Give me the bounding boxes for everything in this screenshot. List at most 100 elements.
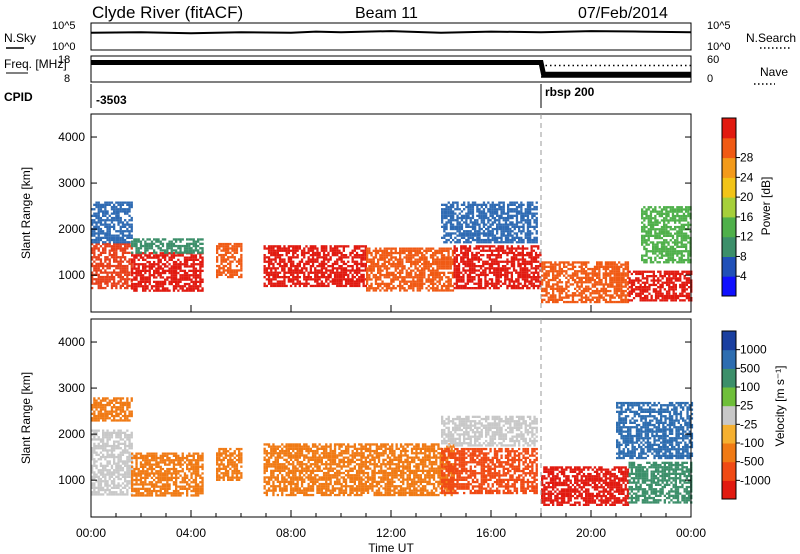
- heatmap-cell: [667, 234, 670, 237]
- heatmap-cell: [524, 214, 527, 217]
- heatmap-cell: [377, 251, 380, 255]
- heatmap-cell: [110, 212, 114, 215]
- heatmap-cell: [667, 243, 670, 246]
- heatmap-cell: [463, 214, 466, 217]
- heatmap-cell: [504, 249, 507, 252]
- heatmap-cell: [93, 221, 96, 224]
- heatmap-cell: [374, 287, 378, 290]
- heatmap-cell: [95, 480, 98, 483]
- heatmap-cell: [618, 289, 621, 293]
- heatmap-cell: [495, 287, 498, 290]
- heatmap-cell: [150, 244, 154, 248]
- heatmap-cell: [351, 256, 354, 259]
- heatmap-cell: [276, 271, 279, 274]
- heatmap-cell: [307, 260, 310, 263]
- heatmap-cell: [687, 225, 690, 229]
- heatmap-cell: [146, 254, 149, 257]
- heatmap-cell: [201, 251, 204, 254]
- heatmap-cell: [190, 285, 193, 288]
- heatmap-cell: [580, 270, 583, 273]
- heatmap-cell: [637, 279, 640, 282]
- heatmap-cell: [526, 227, 530, 231]
- heatmap-cell: [227, 262, 230, 265]
- heatmap-cell: [281, 265, 284, 268]
- heatmap-cell: [396, 258, 400, 261]
- heatmap-cell: [660, 250, 664, 253]
- heatmap-cell: [620, 294, 623, 297]
- heatmap-cell: [283, 262, 286, 266]
- heatmap-cell: [106, 267, 109, 270]
- heatmap-cell: [240, 260, 243, 263]
- heatmap-cell: [482, 230, 486, 233]
- heatmap-cell: [654, 275, 658, 278]
- heatmap-cell: [270, 258, 273, 261]
- heatmap-cell: [674, 219, 677, 222]
- heatmap-cell: [512, 256, 516, 259]
- heatmap-cell: [488, 269, 491, 272]
- heatmap-cell: [648, 299, 651, 302]
- heatmap-cell: [517, 276, 520, 279]
- heatmap-cell: [635, 286, 638, 289]
- heatmap-cell: [475, 287, 478, 290]
- heatmap-cell: [674, 250, 677, 253]
- heatmap-cell: [303, 276, 306, 279]
- heatmap-cell: [529, 232, 532, 235]
- heatmap-cell: [325, 276, 328, 279]
- heatmap-cell: [353, 254, 356, 257]
- heatmap-cell: [305, 280, 308, 283]
- heatmap-cell: [320, 260, 323, 263]
- heatmap-cell: [447, 212, 450, 215]
- heatmap-cell: [159, 254, 162, 257]
- heatmap-cell: [613, 270, 616, 273]
- heatmap-cell: [104, 236, 107, 239]
- heatmap-cell: [194, 256, 198, 259]
- heatmap-cell: [504, 271, 507, 274]
- heatmap-cell: [336, 276, 339, 279]
- heatmap-cell: [159, 282, 162, 286]
- heatmap-cell: [445, 208, 448, 211]
- heatmap-cell: [456, 225, 459, 228]
- heatmap-cell: [303, 278, 306, 281]
- heatmap-cell: [585, 300, 588, 304]
- heatmap-cell: [285, 262, 288, 266]
- heatmap-cell: [353, 284, 356, 288]
- colorbar-swatch-3: [722, 216, 736, 238]
- heatmap-cell: [545, 294, 548, 297]
- heatmap-cell: [418, 282, 422, 285]
- heatmap-cell: [183, 263, 187, 266]
- heatmap-cell: [456, 214, 459, 217]
- heatmap-cell: [97, 212, 100, 215]
- heatmap-cell: [615, 289, 619, 293]
- heatmap-cell: [374, 256, 378, 259]
- heatmap-cell: [523, 254, 527, 257]
- heatmap-cell: [574, 270, 577, 273]
- heatmap-cell: [157, 269, 160, 272]
- heatmap-cell: [436, 276, 439, 279]
- heatmap-cell: [454, 212, 457, 215]
- heatmap-cell: [457, 287, 461, 290]
- heatmap-cell: [159, 267, 162, 270]
- heatmap-cell: [274, 267, 277, 270]
- heatmap-cell: [355, 269, 359, 272]
- heatmap-cell: [489, 241, 492, 244]
- heatmap-cell: [126, 227, 129, 231]
- heatmap-cell: [190, 274, 193, 277]
- heatmap-cell: [656, 212, 659, 215]
- heatmap-cell: [224, 249, 228, 252]
- heatmap-cell: [278, 247, 282, 250]
- heatmap-cell: [296, 265, 299, 268]
- heatmap-cell: [485, 227, 488, 231]
- heatmap-cell: [471, 267, 474, 270]
- heatmap-cell: [478, 238, 481, 242]
- heatmap-cell: [643, 277, 647, 280]
- heatmap-cell: [438, 251, 441, 255]
- heatmap-cell: [487, 225, 490, 228]
- heatmap-cell: [108, 234, 111, 237]
- heatmap-cell: [529, 208, 532, 211]
- heatmap-cell: [333, 262, 337, 266]
- heatmap-cell: [179, 260, 182, 264]
- heatmap-cell: [624, 261, 627, 264]
- heatmap-cell: [512, 251, 516, 255]
- heatmap-cell: [489, 223, 492, 226]
- heatmap-cell: [571, 292, 575, 295]
